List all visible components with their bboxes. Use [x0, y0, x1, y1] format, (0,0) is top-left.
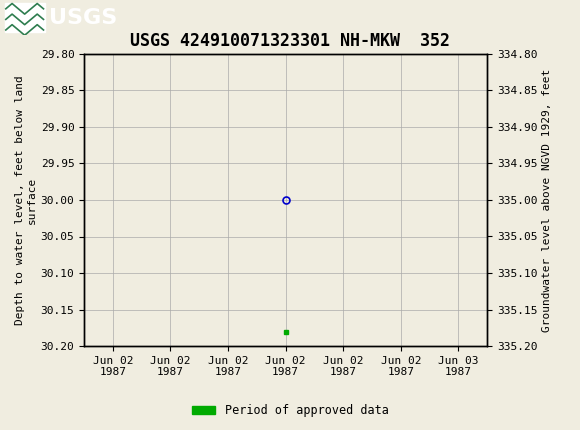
Text: USGS 424910071323301 NH-MKW  352: USGS 424910071323301 NH-MKW 352: [130, 32, 450, 50]
Legend: Period of approved data: Period of approved data: [187, 399, 393, 422]
Y-axis label: Depth to water level, feet below land
surface: Depth to water level, feet below land su…: [15, 75, 37, 325]
Y-axis label: Groundwater level above NGVD 1929, feet: Groundwater level above NGVD 1929, feet: [542, 68, 552, 332]
FancyBboxPatch shape: [5, 3, 45, 32]
Text: USGS: USGS: [49, 8, 118, 28]
